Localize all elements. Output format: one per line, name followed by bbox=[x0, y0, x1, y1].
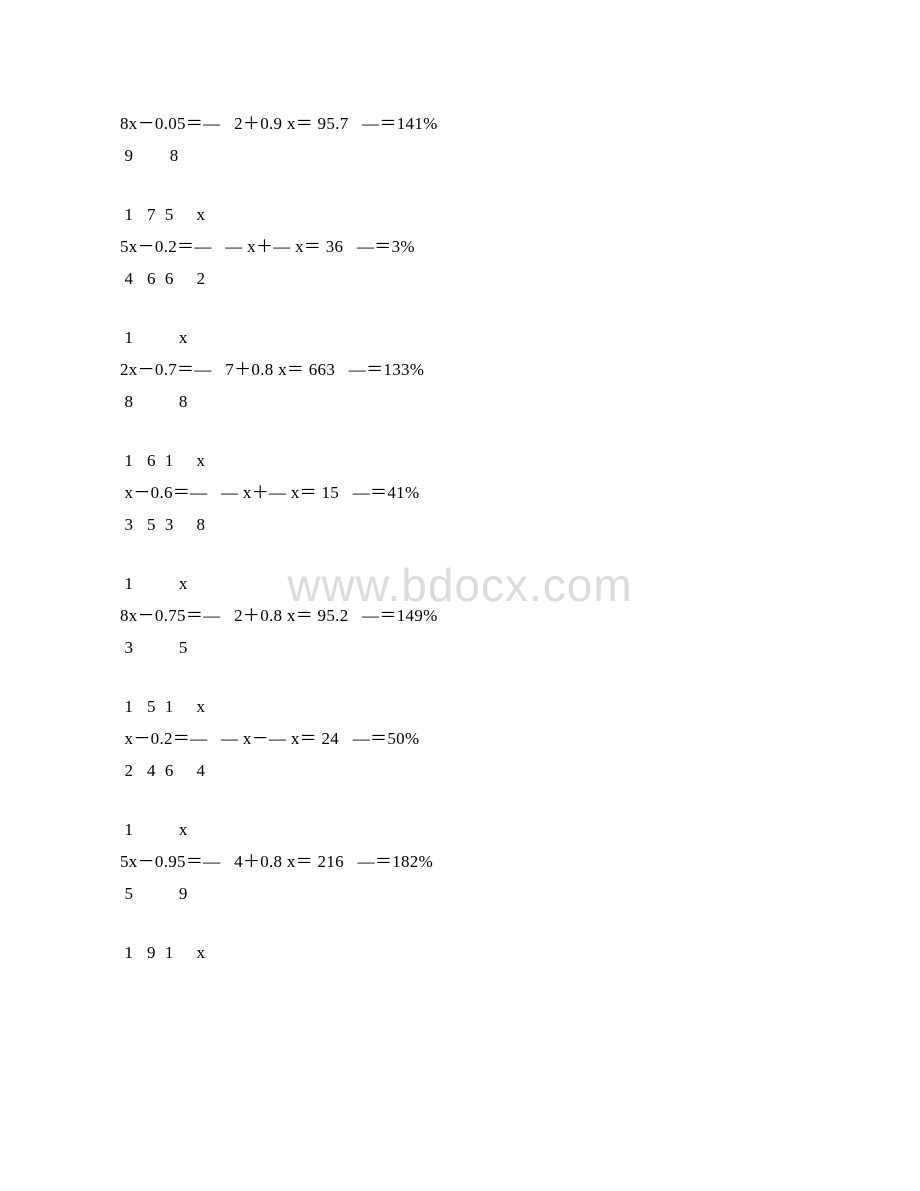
equation-line: 3 5 3 8 bbox=[120, 516, 800, 533]
equation-group-7: 1 9 1 x bbox=[120, 944, 800, 961]
equation-line: 8x－0.75＝— 2＋0.8 x＝ 95.2 —＝149% bbox=[120, 607, 800, 624]
equation-group-6: 1 x 5x－0.95＝— 4＋0.8 x＝ 216 —＝182% 5 9 bbox=[120, 821, 800, 902]
equation-line: 8 8 bbox=[120, 393, 800, 410]
equation-group-3: 1 6 1 x x－0.6＝— — x＋— x＝ 15 —＝41% 3 5 3 … bbox=[120, 452, 800, 533]
equation-line: 2x－0.7＝— 7＋0.8 x＝ 663 —＝133% bbox=[120, 361, 800, 378]
equation-line: 2 4 6 4 bbox=[120, 762, 800, 779]
equation-line: 8x－0.05＝— 2＋0.9 x＝ 95.7 —＝141% bbox=[120, 115, 800, 132]
document-content: 8x－0.05＝— 2＋0.9 x＝ 95.7 —＝141% 9 8 1 7 5… bbox=[120, 115, 800, 961]
equation-line: 9 8 bbox=[120, 147, 800, 164]
equation-group-1: 1 7 5 x 5x－0.2＝— — x＋— x＝ 36 —＝3% 4 6 6 … bbox=[120, 206, 800, 287]
equation-line: 1 5 1 x bbox=[120, 698, 800, 715]
equation-line: 5x－0.95＝— 4＋0.8 x＝ 216 —＝182% bbox=[120, 853, 800, 870]
equation-line: 1 6 1 x bbox=[120, 452, 800, 469]
equation-line: x－0.2＝— — x－— x＝ 24 —＝50% bbox=[120, 730, 800, 747]
equation-line: 4 6 6 2 bbox=[120, 270, 800, 287]
equation-group-4: 1 x 8x－0.75＝— 2＋0.8 x＝ 95.2 —＝149% 3 5 bbox=[120, 575, 800, 656]
equation-group-2: 1 x 2x－0.7＝— 7＋0.8 x＝ 663 —＝133% 8 8 bbox=[120, 329, 800, 410]
equation-line: 5 9 bbox=[120, 885, 800, 902]
equation-line: 1 9 1 x bbox=[120, 944, 800, 961]
equation-line: 3 5 bbox=[120, 639, 800, 656]
equation-group-5: 1 5 1 x x－0.2＝— — x－— x＝ 24 —＝50% 2 4 6 … bbox=[120, 698, 800, 779]
equation-line: 5x－0.2＝— — x＋— x＝ 36 —＝3% bbox=[120, 238, 800, 255]
equation-line: 1 x bbox=[120, 821, 800, 838]
equation-line: 1 x bbox=[120, 329, 800, 346]
equation-group-0: 8x－0.05＝— 2＋0.9 x＝ 95.7 —＝141% 9 8 bbox=[120, 115, 800, 164]
equation-line: x－0.6＝— — x＋— x＝ 15 —＝41% bbox=[120, 484, 800, 501]
equation-line: 1 7 5 x bbox=[120, 206, 800, 223]
equation-line: 1 x bbox=[120, 575, 800, 592]
